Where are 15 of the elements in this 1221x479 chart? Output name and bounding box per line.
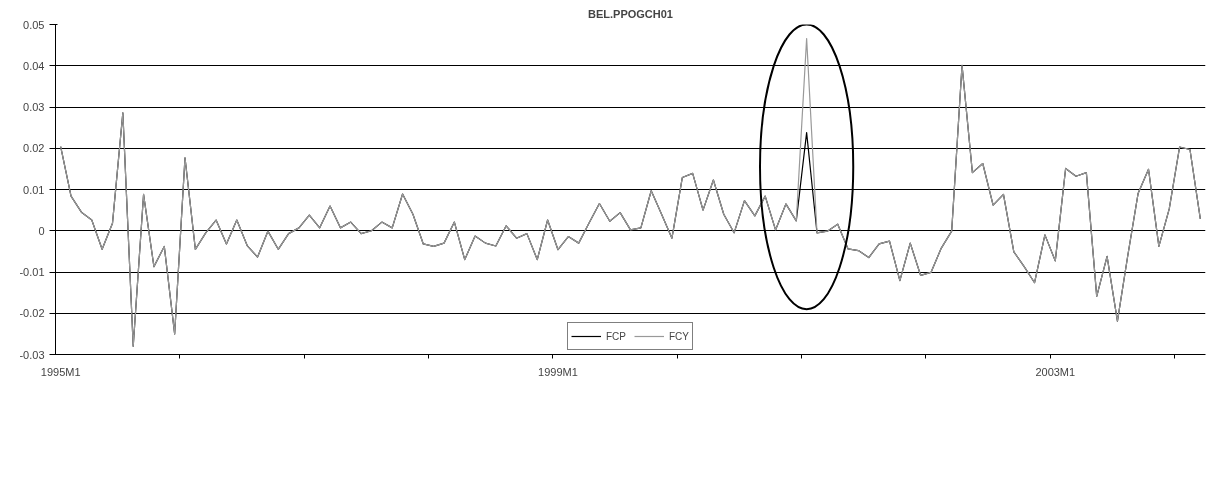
x-tick-label: 1995M1 <box>40 365 81 378</box>
y-tick-label: -0.03 <box>19 348 45 361</box>
y-tick-label: 0.05 <box>23 18 45 31</box>
y-tick-label: -0.01 <box>19 266 45 278</box>
x-tick-label: 1999M1 <box>538 365 578 378</box>
y-tick-label: 0.04 <box>23 59 45 72</box>
y-tick-label: 0 <box>38 224 45 237</box>
y-tick-label: -0.02 <box>19 307 45 320</box>
y-tick-label: 0.03 <box>23 101 45 113</box>
x-tick-label: 2003M1 <box>1035 365 1076 378</box>
y-tick-label: 0.01 <box>23 183 45 196</box>
legend-label: FCY <box>669 330 689 342</box>
chart-title: BEL.PPOGCH01 <box>588 7 673 20</box>
legend-label: FCP <box>606 330 626 342</box>
y-tick-label: 0.02 <box>23 142 45 155</box>
